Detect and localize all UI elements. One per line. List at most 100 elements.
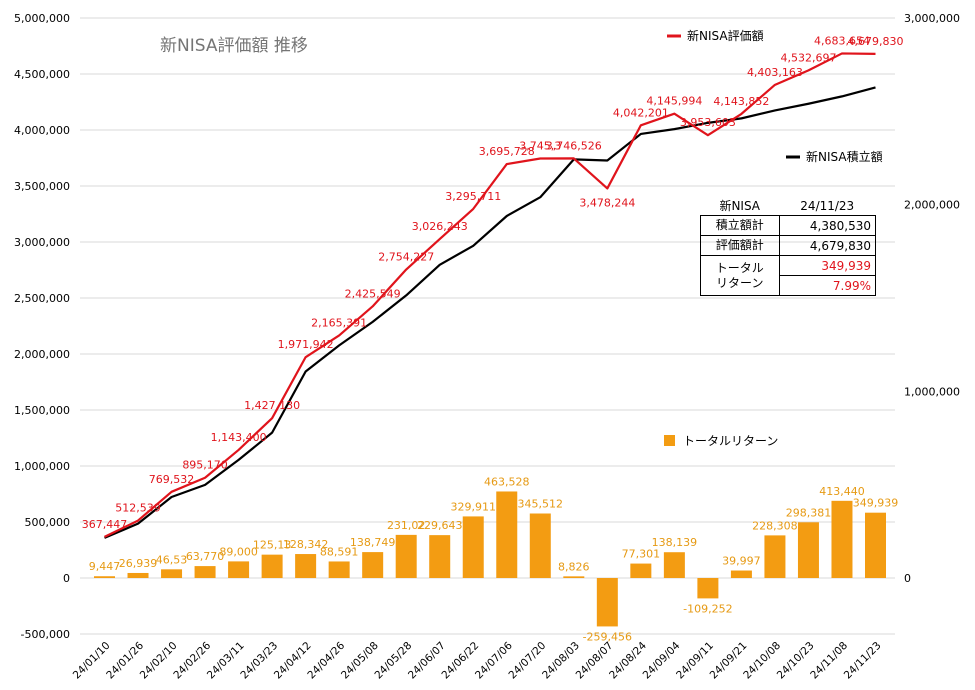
legend-return: トータルリターン: [664, 434, 778, 448]
bar-data-label: 128,342: [283, 538, 329, 551]
bar-mark: [429, 535, 451, 578]
bar-mark: [697, 578, 719, 599]
left-tick-label: 5,000,000: [14, 12, 70, 25]
bar-data-label: 89,000: [219, 545, 258, 558]
bar-mark: [496, 491, 518, 578]
bar-data-label: 39,997: [722, 555, 761, 568]
bar-mark: [295, 554, 317, 578]
line-data-label: 3,695,728: [479, 145, 535, 158]
bar-data-label: 26,939: [119, 557, 158, 570]
line-data-label: 367,447: [82, 518, 128, 531]
summary-row1-value: 4,380,530: [778, 215, 876, 236]
bar-mark: [529, 513, 551, 578]
bar-data-label: 125,13: [253, 539, 292, 552]
summary-row3-label: トータル リターン: [700, 255, 780, 296]
bar-data-label: 228,308: [752, 519, 798, 532]
bar-mark: [865, 512, 886, 578]
summary-header-row: 新NISA 24/11/23: [701, 196, 876, 216]
summary-row1-label: 積立額計: [700, 215, 780, 236]
bar-data-label: 8,826: [558, 560, 590, 573]
bar-mark: [261, 554, 283, 578]
bar-mark: [161, 569, 183, 578]
summary-row-hyouka: 評価額計 4,679,830: [700, 235, 876, 256]
bar-mark: [194, 566, 216, 578]
line-data-label: 895,170: [182, 459, 228, 472]
legend-hyouka-label: 新NISA評価額: [687, 28, 764, 43]
right-tick-label: 2,000,000: [904, 199, 960, 212]
line-data-label: 2,165,391: [311, 316, 367, 329]
legend-tsumitate-label: 新NISA積立額: [806, 149, 883, 164]
line-data-label: 512,539: [115, 502, 161, 515]
legend-tsumitate: 新NISA積立額: [786, 149, 883, 164]
summary-return-pct: 7.99%: [778, 275, 876, 296]
bar-mark: [362, 552, 384, 578]
bar-data-label: 9,447: [89, 560, 121, 573]
bar-data-label: 231,02: [387, 519, 426, 532]
bar-mark: [395, 534, 417, 578]
left-tick-label: 2,500,000: [14, 292, 70, 305]
bar-mark: [630, 563, 652, 578]
bar-data-label: 88,591: [320, 545, 359, 558]
right-tick-label: 0: [904, 572, 911, 585]
bar-mark: [797, 522, 819, 578]
bar-mark: [228, 561, 250, 578]
line-data-label: 3,026,243: [412, 220, 468, 233]
bar-data-label: 345,512: [518, 498, 564, 511]
bar-data-label: 298,381: [786, 506, 832, 519]
bar-data-label: 63,770: [186, 550, 225, 563]
legend-return-swatch: [664, 435, 675, 446]
bar-data-label: 413,440: [819, 485, 865, 498]
line-data-label: 1,427,130: [244, 399, 300, 412]
bar-data-label: -109,252: [683, 602, 732, 615]
summary-row3-label-line2: リターン: [716, 275, 764, 290]
x-tick-label: 24/11/23: [842, 640, 884, 682]
right-tick-label: 1,000,000: [904, 385, 960, 398]
legend-hyouka: 新NISA評価額: [667, 28, 764, 43]
left-tick-label: 3,500,000: [14, 180, 70, 193]
line-data-label: 3,478,244: [579, 196, 635, 209]
line-data-label: 4,683,654: [814, 34, 870, 47]
summary-row2-value: 4,679,830: [778, 235, 876, 256]
line-data-label: 4,403,163: [747, 66, 803, 79]
left-tick-label: 500,000: [25, 516, 71, 529]
line-data-label: 3,953,603: [680, 116, 736, 129]
chart-title: 新NISA評価額 推移: [160, 36, 308, 56]
bar-mark: [730, 570, 752, 578]
left-tick-label: -500,000: [21, 628, 70, 641]
bar-data-label: 329,911: [450, 500, 496, 513]
line-data-label: 4,532,697: [780, 51, 836, 64]
summary-row3-label-line1: トータル: [715, 260, 764, 275]
summary-row2-label: 評価額計: [700, 235, 780, 256]
left-tick-label: 4,000,000: [14, 124, 70, 137]
summary-header-left: 新NISA: [719, 199, 761, 213]
series-line: [104, 86, 876, 539]
bar-mark: [563, 576, 585, 578]
bar-data-label: -259,456: [583, 630, 632, 643]
left-tick-label: 1,000,000: [14, 460, 70, 473]
summary-row-tsumitate: 積立額計 4,380,530: [700, 215, 876, 236]
bar-mark: [328, 561, 350, 578]
line-data-label: 4,042,201: [613, 106, 669, 119]
line-data-label: 3,746,526: [546, 139, 602, 152]
left-tick-label: 4,500,000: [14, 68, 70, 81]
bar-data-label: 138,749: [350, 536, 396, 549]
line-data-label: 4,143,852: [713, 95, 769, 108]
bar-mark: [127, 572, 149, 578]
line-data-label: 3,295,711: [445, 190, 501, 203]
summary-row-return-pct: 7.99%: [701, 275, 876, 296]
bar-mark: [831, 500, 853, 578]
bar-mark: [596, 578, 618, 627]
bar-mark: [94, 576, 115, 578]
line-data-label: 769,532: [149, 473, 195, 486]
legend-return-label: トータルリターン: [683, 434, 778, 448]
summary-return-amount: 349,939: [778, 255, 876, 276]
line-data-label: 2,425,549: [345, 287, 401, 300]
bar-data-label: 77,301: [622, 548, 661, 561]
series-line: [104, 52, 876, 538]
line-data-label: 1,971,942: [278, 338, 334, 351]
bar-data-label: 349,939: [853, 497, 899, 510]
summary-table: 新NISA 24/11/23 積立額計 4,380,530 評価額計 4,679…: [700, 196, 876, 296]
bar-data-label: 229,643: [417, 519, 463, 532]
bar-data-label: 138,139: [652, 536, 698, 549]
